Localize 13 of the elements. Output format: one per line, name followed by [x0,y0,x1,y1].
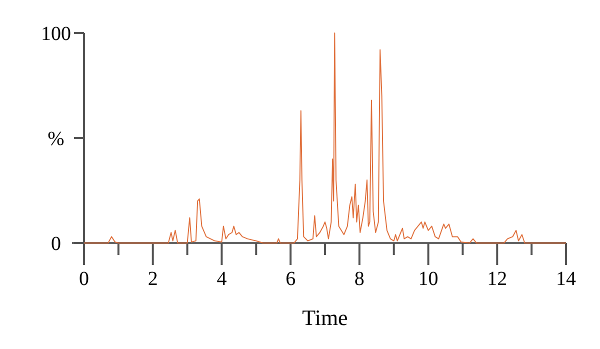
y-tick-label: 0 [51,233,61,255]
x-tick-label: 2 [148,268,158,290]
x-tick-label: 0 [79,268,89,290]
line-series [84,32,566,244]
x-tick-label: 14 [556,268,576,290]
y-tick-label: % [48,128,64,150]
y-tick-label: 100 [41,23,71,45]
x-tick-label: 10 [418,268,438,290]
x-tick-label: 12 [487,268,508,290]
x-tick-label: 8 [354,268,364,290]
x-axis-title: Time [302,305,348,330]
x-tick-label: 6 [286,268,296,290]
x-tick-label: 4 [216,268,227,290]
